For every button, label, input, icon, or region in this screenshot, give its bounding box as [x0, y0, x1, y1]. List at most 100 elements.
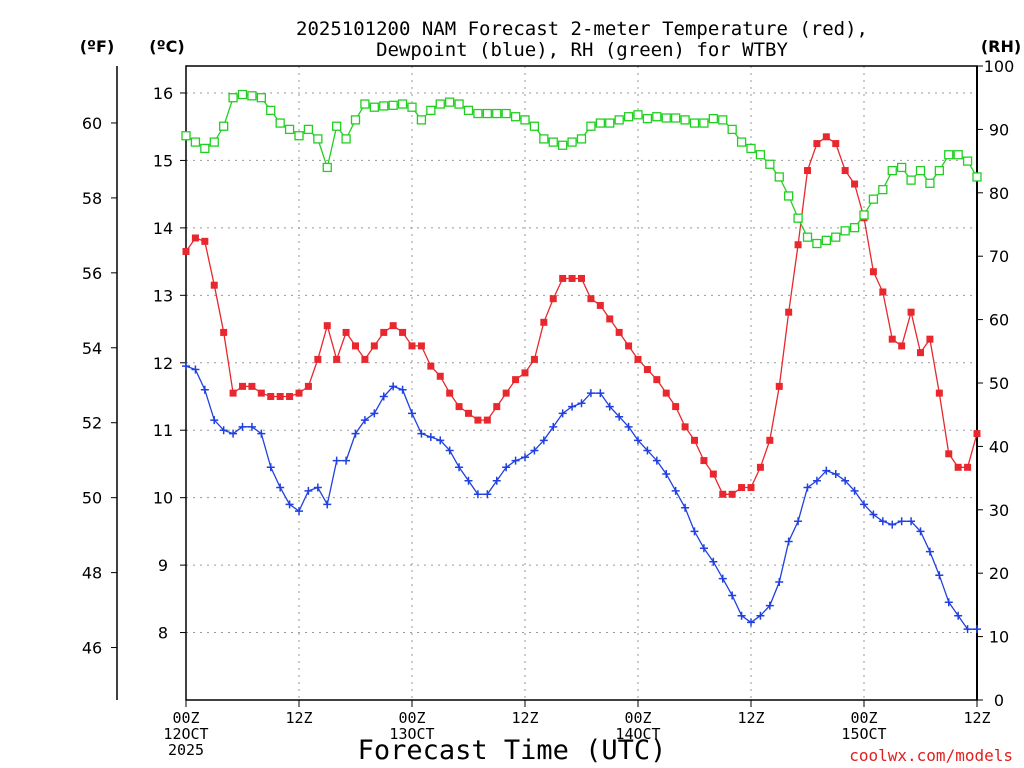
temperature-point	[756, 463, 764, 471]
dewpoint-point	[332, 456, 341, 465]
temperature-point	[436, 372, 444, 380]
rh-point	[397, 99, 408, 109]
rh-point	[934, 165, 944, 176]
temperature-point	[926, 335, 934, 343]
dewpoint-point	[568, 402, 577, 411]
rh-point	[897, 162, 907, 173]
dewpoint-point	[229, 429, 238, 438]
dewpoint-point	[577, 399, 586, 408]
celsius-tick-label: 10	[153, 489, 173, 508]
rh-point	[623, 112, 634, 122]
temperature-point	[201, 237, 209, 245]
temperature-point	[229, 389, 237, 397]
dewpoint-point	[586, 389, 595, 398]
rh-point	[793, 213, 803, 223]
dewpoint-point	[549, 422, 558, 431]
rh-point	[454, 99, 464, 109]
dewpoint-point	[822, 466, 831, 475]
celsius-tick-label: 13	[153, 286, 173, 305]
rh-point	[831, 232, 841, 242]
dewpoint-point	[662, 470, 671, 479]
rh-point	[416, 115, 427, 125]
series-rh	[181, 89, 982, 249]
temperature-point	[276, 392, 284, 400]
temperature-point	[512, 376, 520, 384]
dewpoint-point	[756, 611, 765, 620]
rh-point	[699, 118, 709, 128]
rh-point	[962, 156, 973, 166]
rh-point	[944, 150, 954, 160]
temperature-point	[361, 355, 369, 363]
dewpoint-point	[539, 436, 548, 445]
dewpoint-point	[897, 517, 906, 526]
temperature-line	[185, 135, 978, 495]
rh-point	[492, 108, 502, 119]
temperature-point	[493, 403, 501, 411]
dewpoint-point	[850, 486, 859, 495]
rh-point	[426, 105, 436, 116]
dewpoint-point	[888, 520, 897, 529]
rh-point	[266, 105, 276, 116]
rh-point	[887, 165, 897, 176]
watermark: coolwx.com/models	[849, 746, 1013, 765]
dewpoint-point	[455, 463, 464, 472]
rh-point	[689, 118, 700, 128]
temperature-point	[653, 376, 661, 384]
temperature-point	[964, 463, 972, 471]
rh-point	[671, 113, 681, 123]
dewpoint-point	[379, 392, 388, 401]
rh-point	[802, 232, 813, 242]
temperature-point	[427, 362, 435, 370]
dewpoint-point	[878, 517, 887, 526]
temperature-point	[709, 470, 717, 478]
dewpoint-point	[210, 416, 219, 425]
fahrenheit-tick-label: 48	[82, 564, 102, 583]
time-tick-label: 00Z	[172, 709, 199, 727]
rh-point	[812, 238, 822, 249]
temperature-point	[691, 436, 698, 444]
rh-point	[661, 113, 671, 123]
rh-point	[350, 115, 361, 125]
temperature-point	[502, 389, 510, 397]
temperature-point	[898, 342, 906, 350]
dewpoint-point	[963, 625, 972, 634]
rh-point	[379, 101, 389, 111]
temperature-point	[342, 328, 350, 336]
rh-point	[567, 137, 577, 147]
celsius-tick-label: 14	[153, 219, 173, 238]
dewpoint-point	[718, 574, 727, 583]
temperature-point	[662, 389, 670, 397]
temperature-point	[323, 322, 331, 330]
fahrenheit-tick-label: 60	[82, 114, 102, 133]
time-tick-label: 12Z	[285, 709, 312, 727]
temperature-point	[304, 382, 312, 390]
rh-point	[473, 108, 483, 119]
temperature-point	[465, 409, 472, 417]
rh-point	[181, 131, 191, 141]
dewpoint-point	[596, 389, 605, 398]
dewpoint-point	[803, 483, 812, 492]
rh-point	[445, 97, 455, 107]
temperature-point	[804, 167, 811, 175]
time-tick-label: 12OCT	[163, 725, 208, 743]
temperature-point	[530, 355, 538, 363]
rh-tick-label: 50	[989, 374, 1009, 393]
temperature-point	[257, 389, 265, 397]
rh-point	[539, 134, 549, 144]
rh-point	[718, 115, 728, 125]
dewpoint-point	[182, 362, 190, 371]
series-temperature	[182, 133, 981, 498]
celsius-tick-label: 8	[158, 624, 168, 643]
rh-point	[275, 118, 285, 128]
dewpoint-point	[360, 416, 369, 425]
temperature-point	[606, 315, 614, 323]
temperature-point	[634, 355, 642, 363]
rh-point	[708, 113, 718, 124]
dewpoint-point	[699, 544, 708, 553]
rh-point	[859, 210, 869, 220]
temperature-point	[446, 389, 454, 397]
time-tick-label: 00Z	[624, 709, 651, 727]
rh-point	[925, 178, 935, 188]
rh-point	[755, 150, 766, 160]
